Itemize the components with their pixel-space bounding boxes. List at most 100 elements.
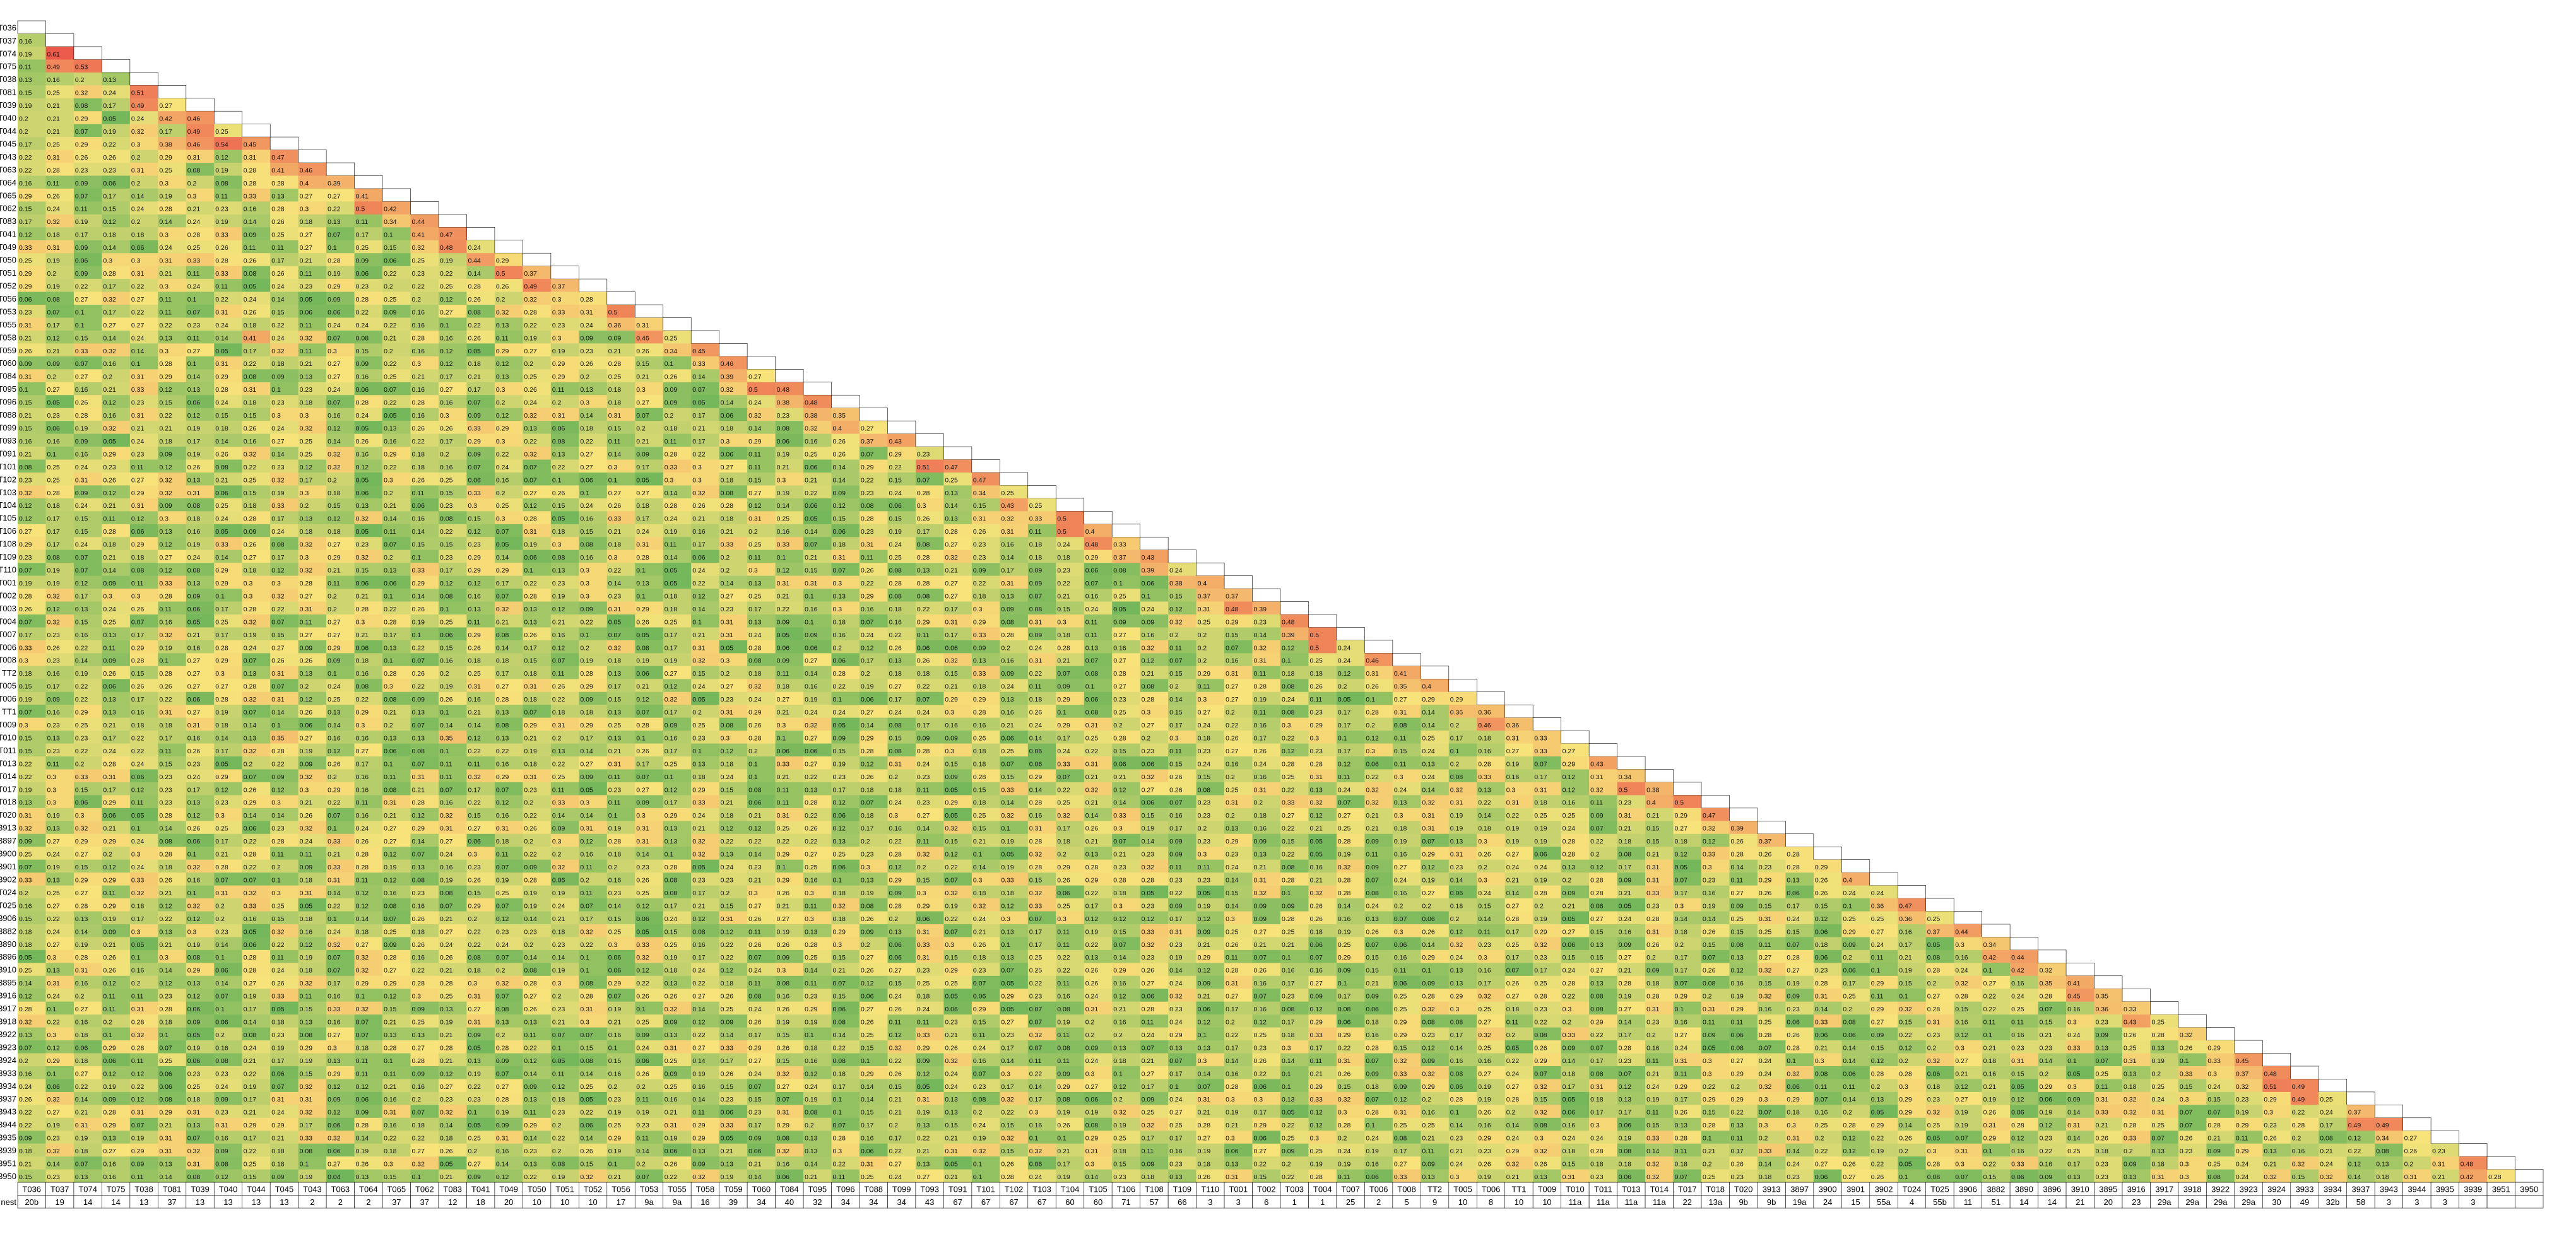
cell-value: 0.06: [805, 502, 818, 510]
cell-value: 0.28: [412, 399, 425, 407]
cell-value: 0.16: [440, 864, 453, 871]
cell-value: 0.12: [384, 876, 397, 884]
heatmap-cell: [326, 253, 355, 266]
cell-value: 0.22: [75, 283, 88, 290]
heatmap-cell: [326, 188, 355, 202]
cell-value: 0.31: [1254, 657, 1267, 665]
cell-value: 0.1: [75, 322, 85, 329]
cell-value: 0.13: [19, 76, 32, 84]
cell-value: 0.12: [1338, 670, 1351, 678]
cell-value: 0.1: [636, 734, 646, 742]
cell-value: 0.27: [440, 386, 453, 394]
cell-value: 0.07: [440, 902, 453, 910]
cell-value: 0.32: [1029, 851, 1043, 859]
heatmap-cell: [214, 201, 243, 215]
cell-value: 0.26: [47, 192, 60, 200]
cell-value: 0.17: [103, 734, 116, 742]
row-label: T083: [0, 216, 16, 226]
diagonal-cell: [1841, 859, 1870, 873]
cell-value: 0.27: [187, 657, 201, 665]
cell-value: 0.5: [356, 206, 365, 213]
cell-value: 0.08: [721, 722, 734, 729]
cell-value: 0.37: [524, 270, 537, 278]
heatmap-cell: [494, 291, 523, 305]
cell-value: 0.15: [356, 348, 369, 355]
cell-value: 0.33: [244, 192, 257, 200]
diagonal-cell: [579, 278, 608, 292]
cell-value: 0.27: [131, 476, 145, 484]
cell-value: 0.15: [19, 90, 32, 97]
cell-value: 0.06: [1534, 851, 1547, 859]
cell-value: 0.31: [131, 167, 145, 174]
cell-value: 0.33: [328, 838, 341, 845]
cell-value: 0.1: [384, 592, 393, 600]
cell-value: 0.06: [636, 670, 649, 678]
cell-value: 0.21: [1085, 799, 1099, 807]
cell-value: 0.2: [496, 296, 505, 303]
cell-value: 0.2: [131, 154, 141, 162]
cell-value: 0.19: [215, 709, 228, 717]
cell-value: 0.15: [917, 876, 930, 884]
cell-value: 0.29: [75, 115, 88, 123]
cell-value: 0.23: [47, 412, 60, 420]
cell-value: 0.11: [496, 851, 509, 859]
cell-value: 0.27: [636, 786, 649, 794]
cell-value: 0.31: [159, 709, 172, 717]
cell-value: 0.19: [19, 696, 32, 703]
cell-value: 0.17: [748, 606, 762, 613]
cell-value: 0.32: [1590, 786, 1604, 794]
cell-value: 0.32: [328, 464, 341, 471]
cell-value: 0.06: [777, 748, 790, 755]
cell-value: 0.2: [1450, 722, 1460, 729]
diagonal-cell: [1448, 678, 1477, 693]
cell-value: 0.19: [187, 450, 201, 458]
cell-value: 0.21: [47, 348, 60, 355]
cell-value: 0.29: [215, 567, 228, 575]
row-label: T062: [0, 204, 16, 213]
row-label: T104: [0, 500, 16, 510]
cell-value: 0.09: [1169, 902, 1183, 910]
cell-value: 0.25: [75, 722, 88, 729]
cell-value: 0.31: [19, 812, 32, 820]
cell-value: 0.28: [1029, 799, 1043, 807]
cell-value: 0.2: [1198, 657, 1207, 665]
cell-value: 0.13: [187, 476, 201, 484]
cell-value: 0.12: [636, 696, 649, 703]
cell-value: 0.12: [300, 464, 313, 471]
cell-value: 0.28: [524, 592, 537, 600]
heatmap-cell: [214, 266, 243, 279]
cell-value: 0.32: [945, 554, 958, 561]
cell-value: 0.06: [356, 644, 369, 652]
cell-value: 0.06: [384, 580, 397, 587]
cell-value: 0.15: [1394, 748, 1407, 755]
cell-value: 0.28: [1563, 851, 1576, 859]
cell-value: 0.11: [552, 786, 565, 794]
cell-value: 0.31: [468, 683, 481, 691]
heatmap-cell: [242, 214, 271, 228]
cell-value: 0.13: [103, 632, 116, 639]
cell-value: 0.19: [777, 490, 790, 497]
cell-value: 0.24: [1338, 786, 1351, 794]
cell-value: 0.19: [580, 657, 593, 665]
cell-value: 0.12: [356, 464, 369, 471]
row-label: T103: [0, 488, 16, 497]
cell-value: 0.08: [356, 334, 369, 342]
cell-value: 0.27: [861, 425, 874, 432]
cell-value: 0.3: [1506, 786, 1516, 794]
cell-value: 0.16: [187, 528, 201, 536]
cell-value: 0.27: [524, 490, 537, 497]
cell-value: 0.14: [1169, 696, 1183, 703]
heatmap-cell: [129, 201, 158, 215]
cell-value: 0.09: [945, 773, 958, 781]
heatmap-cell: [354, 214, 383, 228]
cell-value: 0.3: [1142, 709, 1151, 717]
cell-value: 0.24: [271, 334, 285, 342]
cell-value: 0.12: [1703, 838, 1716, 845]
row-label: T009: [0, 720, 16, 729]
cell-value: 0.18: [244, 567, 257, 575]
cell-value: 0.13: [1226, 825, 1239, 833]
cell-value: 0.14: [1029, 786, 1043, 794]
cell-value: 0.11: [608, 773, 621, 781]
cell-value: 0.31: [47, 244, 60, 252]
cell-value: 0.3: [271, 580, 281, 587]
